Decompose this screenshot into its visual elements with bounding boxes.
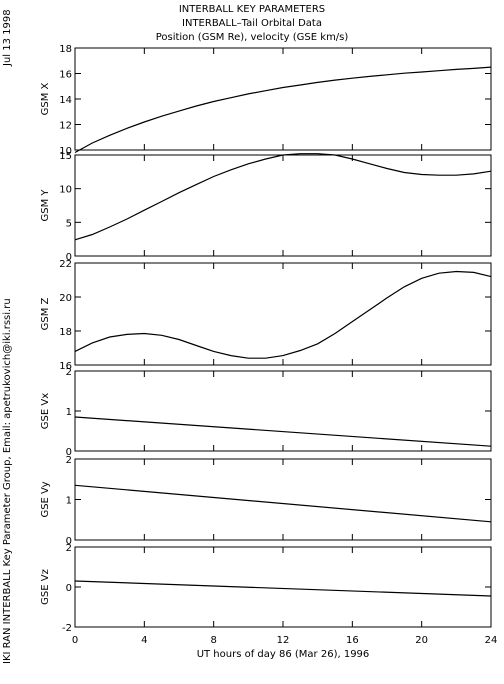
y-tick-label: 2 (66, 367, 72, 378)
y-axis-label: GSE Vy (40, 481, 51, 517)
y-tick-label: 0 (66, 252, 72, 263)
y-tick-label: 1 (66, 496, 72, 507)
y-tick-label: 2 (66, 455, 72, 466)
y-axis-label: GSM Y (40, 189, 51, 222)
y-tick-label: 0 (66, 583, 72, 594)
y-tick-label: 22 (59, 259, 72, 270)
panel-frame (74, 546, 492, 628)
y-tick-label: 10 (59, 185, 72, 196)
x-tick-label: 12 (277, 635, 290, 646)
y-tick-label: 10 (59, 146, 72, 157)
y-tick-label: 12 (59, 121, 72, 132)
y-axis-label: GSM X (40, 82, 51, 115)
x-tick-label: 0 (72, 635, 78, 646)
y-tick-label: 18 (59, 327, 72, 338)
y-axis-label: GSE Vz (40, 569, 51, 605)
y-tick-label: 0 (66, 447, 72, 458)
x-tick-label: 20 (415, 635, 428, 646)
series-line (74, 270, 492, 359)
x-tick-label: 8 (210, 635, 216, 646)
y-tick-label: 14 (59, 95, 72, 106)
y-tick-label: 18 (59, 44, 72, 55)
y-tick-label: 16 (59, 361, 72, 372)
y-tick-label: 15 (59, 151, 72, 162)
x-tick-label: 4 (141, 635, 147, 646)
series-line (74, 416, 492, 447)
y-tick-label: 16 (59, 70, 72, 81)
y-axis-label: GSE Vx (40, 393, 51, 429)
y-tick-label: 20 (59, 293, 72, 304)
y-axis-label: GSM Z (40, 297, 51, 330)
y-tick-label: 2 (66, 543, 72, 554)
x-axis-label: UT hours of day 86 (Mar 26), 1996 (197, 649, 370, 660)
y-tick-label: 0 (66, 536, 72, 547)
series-line (74, 580, 492, 597)
series-line (74, 66, 492, 154)
y-tick-label: 5 (66, 218, 72, 229)
panel-frame (74, 262, 492, 366)
chart-caption: Position (GSM Re), velocity (GSE km/s) (155, 32, 349, 43)
x-tick-label: 16 (346, 635, 359, 646)
panel-frame (74, 370, 492, 452)
y-tick-label: 1 (66, 407, 72, 418)
chart-subtitle: INTERBALL–Tail Orbital Data (182, 18, 322, 29)
x-tick-label: 24 (485, 635, 498, 646)
series-line (74, 153, 492, 241)
panel-frame (74, 47, 492, 151)
panel-frame (74, 458, 492, 541)
chart-title: INTERBALL KEY PARAMETERS (178, 4, 326, 15)
y-tick-label: -2 (62, 623, 72, 634)
series-line (74, 484, 492, 523)
panel-frame (74, 154, 492, 257)
